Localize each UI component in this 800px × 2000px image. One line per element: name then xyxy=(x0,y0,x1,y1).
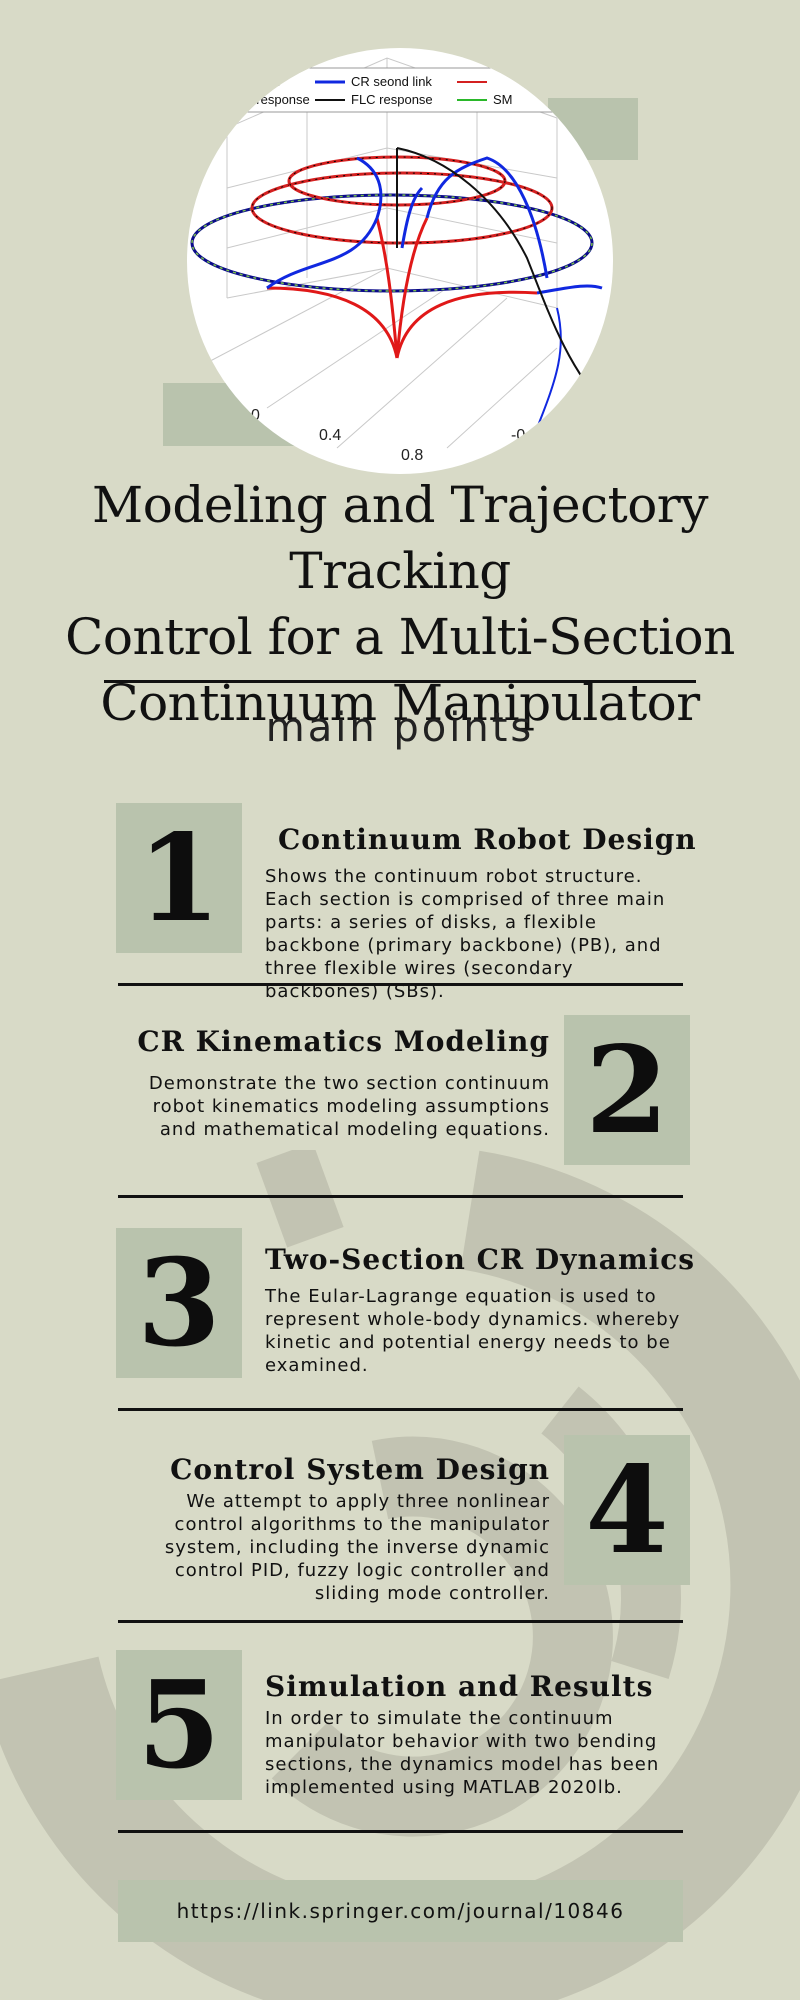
legend-first-link: First link xyxy=(231,74,280,89)
point-2-heading: CR Kinematics Modeling xyxy=(137,1025,550,1058)
point-4-number-box: 4 xyxy=(564,1435,690,1585)
continuum-trajectory-plot: First link CR seond link PID response FL… xyxy=(190,57,608,464)
journal-link[interactable]: https://link.springer.com/journal/10846 xyxy=(118,1880,683,1942)
tick-label-neg: -0 xyxy=(511,427,525,444)
point-3-body: The Eular-Lagrange equation is used to r… xyxy=(265,1286,681,1376)
point-3-number-box: 3 xyxy=(116,1228,242,1378)
point-1-body: Shows the continuum robot structure. Eac… xyxy=(265,866,666,1002)
title-divider xyxy=(104,680,696,683)
point-4-heading: Control System Design xyxy=(170,1453,550,1486)
section-subtitle: main points xyxy=(265,705,535,751)
point-5-heading: Simulation and Results xyxy=(265,1670,654,1703)
point-2-number-box: 2 xyxy=(564,1015,690,1165)
point-1-divider xyxy=(118,983,683,986)
point-4-body: We attempt to apply three nonlinear cont… xyxy=(164,1491,550,1604)
title-line-2: Control for a Multi-Section xyxy=(65,608,735,666)
tick-label-0: 0 xyxy=(251,407,260,424)
point-5-divider xyxy=(118,1830,683,1833)
point-1-number: 1 xyxy=(137,807,221,949)
legend-pid: PID response xyxy=(231,92,310,107)
legend-flc: FLC response xyxy=(351,92,433,107)
point-3-number: 3 xyxy=(137,1232,221,1374)
point-5-number: 5 xyxy=(137,1654,221,1796)
point-4-number: 4 xyxy=(585,1439,669,1581)
hero-plot-image: First link CR seond link PID response FL… xyxy=(187,48,613,474)
point-2-number: 2 xyxy=(585,1019,669,1161)
legend-second-link: CR seond link xyxy=(351,74,432,89)
point-3-heading: Two-Section CR Dynamics xyxy=(265,1243,696,1276)
point-3-divider xyxy=(118,1408,683,1411)
title-line-1: Modeling and Trajectory Tracking xyxy=(92,476,708,600)
point-4-divider xyxy=(118,1620,683,1623)
title-line-3: Continuum Manipulator xyxy=(100,674,700,732)
legend-sm: SM xyxy=(493,92,513,107)
point-5-number-box: 5 xyxy=(116,1650,242,1800)
point-5-body: In order to simulate the continuum manip… xyxy=(265,1708,660,1798)
page-title: Modeling and Trajectory Tracking Control… xyxy=(20,472,780,736)
point-2-body: Demonstrate the two section continuum ro… xyxy=(148,1073,550,1140)
point-1-number-box: 1 xyxy=(116,803,242,953)
tick-label-04: 0.4 xyxy=(319,427,341,444)
point-2-divider xyxy=(118,1195,683,1198)
point-1-heading: Continuum Robot Design xyxy=(278,823,697,856)
tick-label-08: 0.8 xyxy=(401,447,423,464)
